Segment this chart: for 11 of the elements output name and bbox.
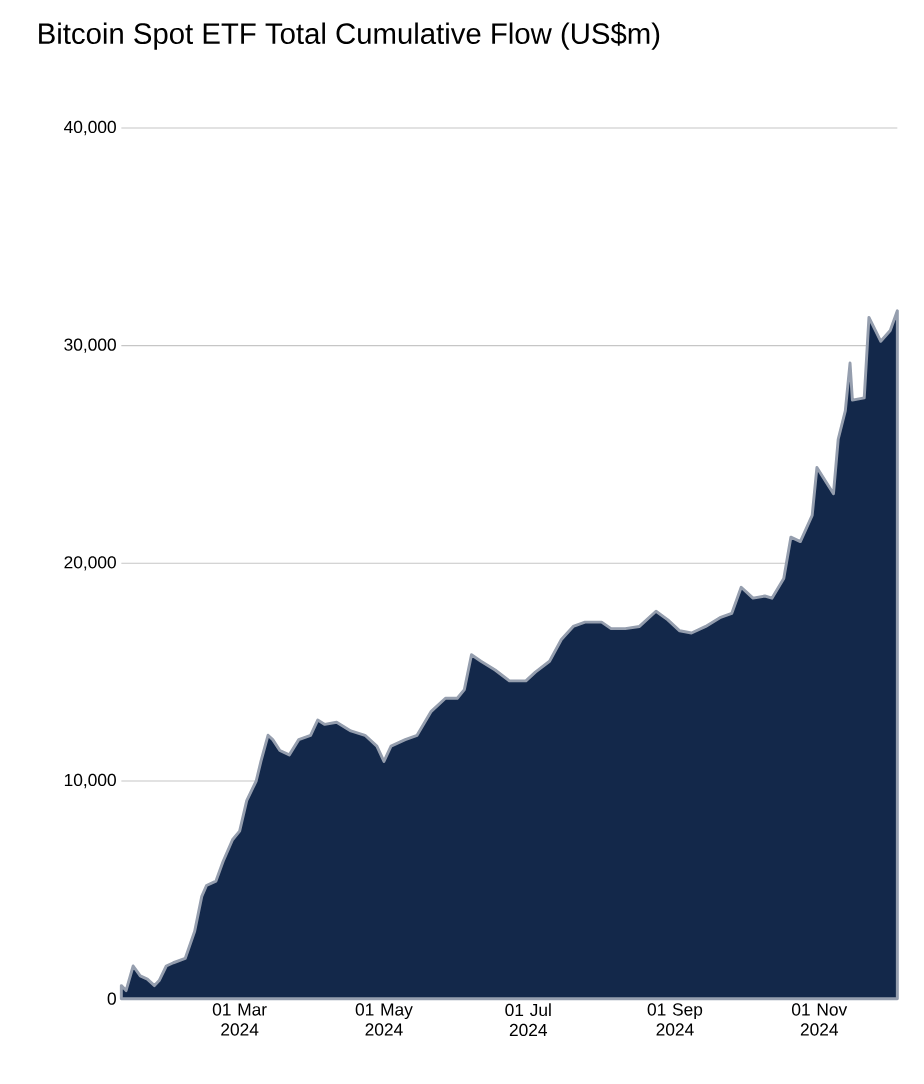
y-tick-label: 30,000 — [64, 338, 116, 353]
x-tick-label: 01 Nov 2024 — [792, 1003, 848, 1036]
y-tick-label: 0 — [107, 992, 116, 1005]
y-tick-label: 20,000 — [64, 556, 116, 571]
chart-title: Bitcoin Spot ETF Total Cumulative Flow (US$m) — [39, 22, 660, 50]
x-tick-label: 01 May 2024 — [355, 1003, 413, 1036]
y-tick-label: 40,000 — [64, 120, 116, 136]
y-tick-label: 10,000 — [64, 773, 116, 789]
x-tick-label: 01 Jul 2024 — [505, 1003, 551, 1037]
x-tick-label: 01 Sep 2024 — [647, 1003, 703, 1036]
x-tick-label: 01 Mar 2024 — [212, 1003, 267, 1036]
